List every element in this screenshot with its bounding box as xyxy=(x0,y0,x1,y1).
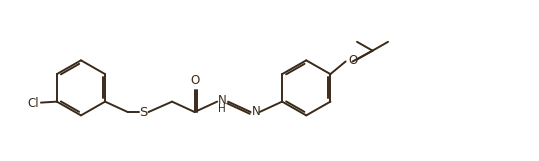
Text: Cl: Cl xyxy=(27,97,39,110)
Text: H: H xyxy=(218,104,226,114)
Text: N: N xyxy=(218,94,227,107)
Text: N: N xyxy=(252,104,260,118)
Text: O: O xyxy=(190,74,199,87)
Text: O: O xyxy=(349,54,358,67)
Text: S: S xyxy=(140,105,148,118)
